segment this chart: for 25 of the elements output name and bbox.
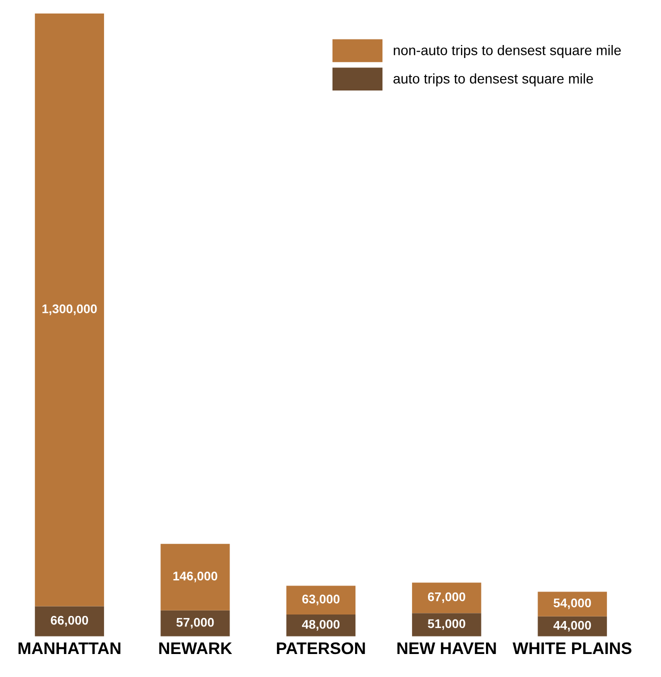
data-label: 44,000	[553, 620, 591, 632]
data-label: 48,000	[302, 620, 340, 631]
bar	[34, 14, 104, 606]
x-tick-label: PATERSON	[276, 642, 365, 654]
bar	[412, 613, 482, 636]
x-tick-label: NEW HAVEN	[397, 642, 496, 654]
data-label: 146,000	[173, 572, 218, 582]
bar	[412, 582, 482, 614]
bar	[538, 592, 607, 616]
data-label: 54,000	[554, 598, 591, 610]
data-label: 57,000	[176, 618, 214, 629]
legend-label: auto trips to densest square mile	[393, 73, 593, 86]
bar	[34, 606, 104, 636]
bar	[160, 610, 230, 636]
data-label: 1,300,000	[42, 304, 97, 316]
legend-label: non-auto trips to densest square mile	[394, 45, 621, 58]
x-tick-label: WHITE PLAINS	[512, 642, 632, 654]
data-label: 66,000	[50, 616, 88, 626]
x-tick-label: NEWARK	[159, 642, 232, 654]
bar	[160, 544, 230, 610]
data-label: 63,000	[302, 594, 340, 606]
data-label: 67,000	[428, 592, 466, 604]
data-label: 51,000	[428, 619, 466, 630]
bar	[286, 586, 356, 614]
x-tick-label: MANHATTAN	[18, 642, 120, 654]
